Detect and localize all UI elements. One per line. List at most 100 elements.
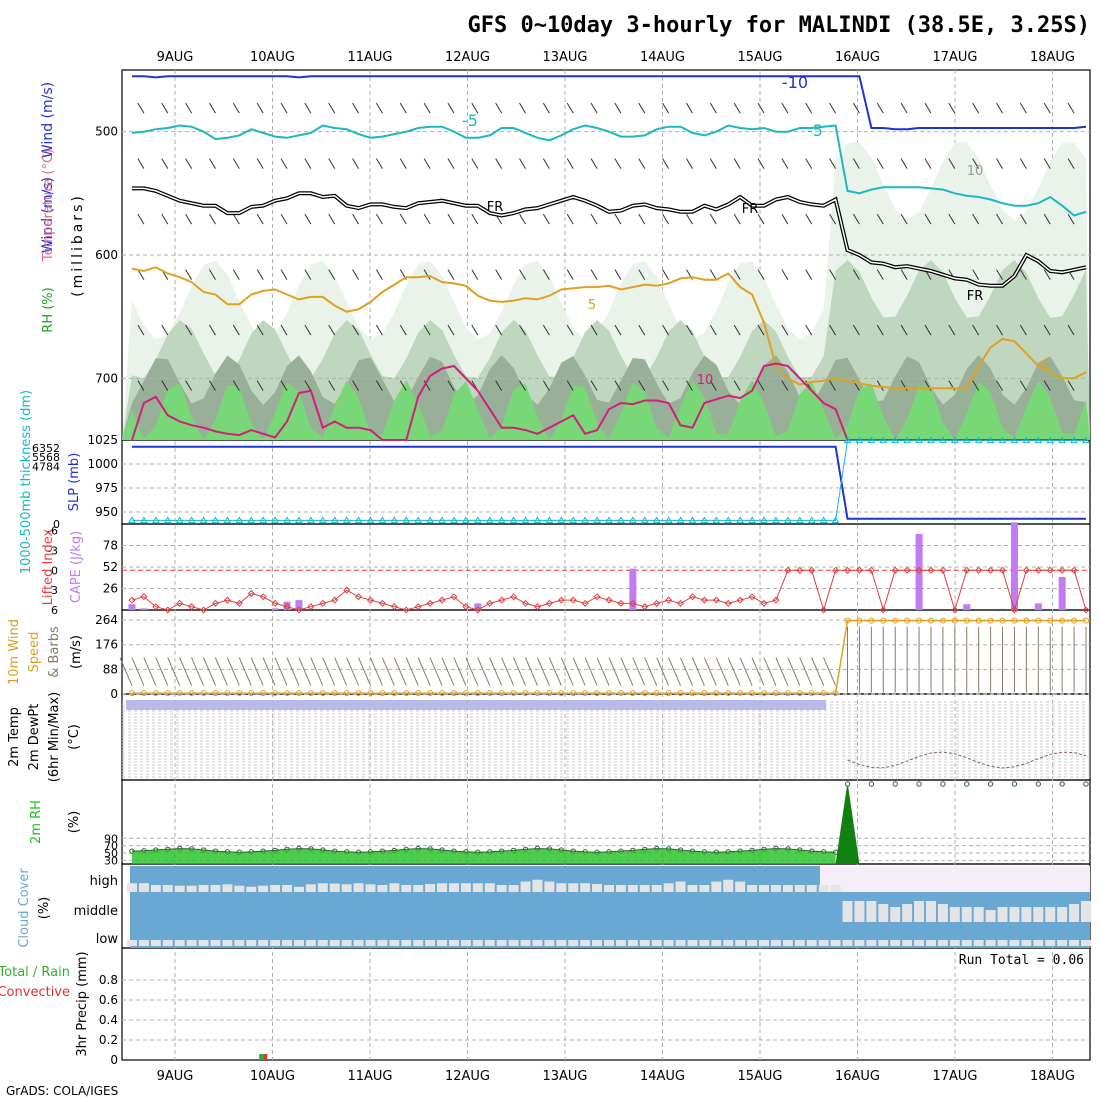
cloud-mid-bar	[985, 910, 996, 922]
cloud-high-bar	[305, 884, 316, 892]
upper-wind-barb	[733, 380, 741, 391]
wind-barb	[143, 657, 157, 686]
cloud-high-bar	[234, 885, 245, 892]
pressure-tick-label: 700	[95, 371, 118, 385]
cloud-low-bar	[973, 940, 984, 946]
cloud-low-bar	[878, 940, 889, 946]
upper-wind-barb	[829, 269, 837, 280]
upper-wind-barb	[1043, 380, 1051, 391]
cloud-high-bar	[293, 886, 304, 892]
cape-bar	[963, 604, 971, 610]
date-label-bottom: 10AUG	[250, 1069, 295, 1084]
li-point	[593, 593, 601, 601]
upper-wind-barb	[542, 158, 550, 169]
date-label-bottom: 16AUG	[835, 1069, 880, 1084]
li-point	[688, 593, 697, 601]
li-point	[879, 606, 887, 614]
contour-label: -5	[462, 111, 478, 130]
cloud-low-bar	[830, 940, 841, 946]
upper-wind-barb	[399, 380, 407, 391]
rh2m-point	[1035, 781, 1042, 787]
cloud-level-label: middle	[74, 904, 118, 919]
upper-wind-barb	[757, 380, 765, 391]
cloud-low-bar	[246, 940, 257, 946]
credit-label: GrADS: COLA/IGES	[6, 1084, 118, 1098]
upper-wind-barb	[256, 213, 264, 225]
wind-barb	[119, 657, 133, 686]
wind-barb	[453, 657, 467, 686]
upper-wind-barb	[542, 380, 550, 391]
li-point	[700, 596, 708, 604]
cloud-low-bar	[329, 940, 340, 946]
upper-wind-barb	[614, 102, 622, 114]
rh2m-point	[1083, 781, 1089, 787]
cloud-low-bar	[282, 940, 293, 946]
li-point	[665, 596, 673, 604]
upper-wind-barb	[495, 380, 503, 391]
cloud-low-bar	[317, 940, 328, 946]
upper-axis-label: Wind (m/s)	[40, 177, 56, 253]
li-point	[557, 596, 565, 604]
date-label-bottom: 17AUG	[932, 1069, 977, 1084]
upper-wind-barb	[638, 380, 646, 391]
wind-barb	[787, 657, 801, 686]
upper-wind-barb	[805, 269, 813, 280]
cloud-high-bar	[592, 883, 603, 892]
wind-barb	[405, 657, 419, 686]
thickness-label: 1000-500mb thickness (dm)	[19, 390, 34, 574]
wind-barb	[369, 657, 383, 686]
cloud-mid-bar	[949, 907, 960, 922]
cape-tick-label: 52	[103, 560, 118, 574]
cloud-low-bar	[389, 940, 400, 946]
upper-wind-barb	[590, 158, 598, 169]
wind-barb	[191, 657, 205, 686]
cloud-high-bar	[663, 883, 674, 892]
date-label-top: 17AUG	[932, 50, 977, 65]
dewpt2m-label: 2m DewPt	[27, 704, 42, 771]
upper-wind-barb	[399, 102, 407, 114]
temp2m-band	[126, 700, 826, 710]
cloud-low-bar	[914, 940, 925, 946]
cloud-low-bar	[1033, 940, 1044, 946]
upper-wind-barb	[781, 380, 789, 391]
upper-wind-barb	[137, 324, 145, 336]
upper-wind-barb	[709, 269, 717, 280]
upper-wind-barb	[423, 380, 431, 391]
upper-wind-barb	[399, 324, 407, 336]
wind-barb	[238, 657, 252, 686]
rh2m-point	[1011, 781, 1018, 787]
upper-wind-barb	[519, 213, 526, 225]
cloud-low-bar	[1057, 940, 1068, 946]
date-label-bottom: 11AUG	[347, 1069, 392, 1084]
upper-wind-barb	[948, 102, 956, 114]
upper-wind-barb	[972, 102, 980, 114]
upper-wind-barb	[232, 324, 240, 336]
cloud-high-bar	[544, 881, 555, 892]
li-point	[211, 599, 220, 607]
cloud-low-bar	[1081, 940, 1091, 946]
upper-wind-barb	[256, 158, 264, 169]
cloud-low-bar	[341, 940, 352, 946]
cloud-high-bar	[270, 885, 281, 892]
cloud-high-bar	[150, 885, 161, 892]
upper-wind-barb	[566, 324, 574, 336]
upper-wind-barb	[686, 380, 693, 391]
upper-wind-barb	[924, 213, 932, 225]
temp2m-label: 2m Temp	[7, 707, 22, 767]
cloud-mid-bar	[1009, 907, 1020, 922]
upper-wind-barb	[662, 102, 670, 114]
upper-wind-barb	[256, 380, 264, 391]
cape-bar	[295, 600, 303, 610]
upper-wind-barb	[590, 324, 598, 336]
cape-bar	[283, 601, 291, 610]
upper-wind-barb	[256, 102, 264, 114]
contour-label: -5	[807, 121, 823, 140]
li-point	[1046, 566, 1054, 574]
cloud-low-bar	[210, 940, 221, 946]
cloud-low-bar	[675, 940, 686, 946]
upper-wind-barb	[328, 269, 336, 280]
temp-contour--5	[131, 124, 1087, 217]
upper-wind-barb	[304, 269, 312, 280]
upper-wind-barb	[948, 213, 956, 225]
upper-wind-barb	[638, 102, 646, 114]
